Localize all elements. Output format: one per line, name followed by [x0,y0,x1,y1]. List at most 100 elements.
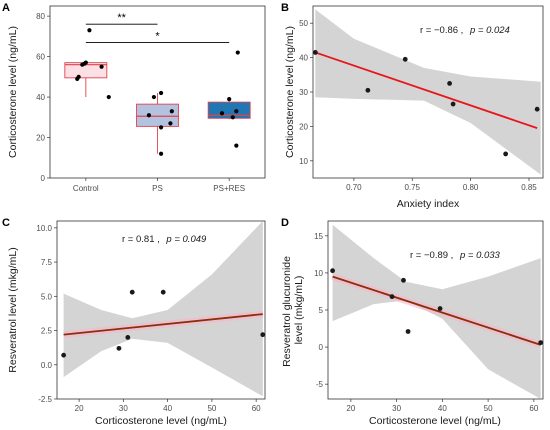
box-point [227,96,232,102]
panel-d-point [330,268,335,274]
panel-d-ytick-label: 10 [314,269,323,278]
panel-b-annotation: r = −0.86 , p = 0.024 [420,25,510,36]
significance-label: * [155,30,160,42]
panel-b-xtick-label: 0.75 [404,183,420,192]
panel-d-point [401,277,406,283]
panel-b-point [503,151,509,157]
panel-b-ytick-label: 30 [299,88,308,97]
panel-a-xtick-label: PS+RES [213,184,245,193]
box-point [234,143,239,148]
panel-a-ticks: 0 20 40 60 80 Control PS PS+RES [36,12,245,193]
panel-c-letter: C [2,217,10,229]
box-point [146,113,151,118]
panel-b-point [450,101,456,107]
panel-d-point [389,294,395,300]
panel-c-ytick-label: -2.5 [38,395,52,404]
panel-d-ytick-label: -5 [316,380,324,389]
panel-d-ytick-label: 15 [314,232,323,241]
box-point [168,121,173,126]
panel-a-xtick-label: PS [152,184,163,193]
box-point [83,60,88,65]
panel-c-xtick-label: 60 [252,404,261,413]
panel-b-confidence-band [315,9,541,175]
panel-d-r-value: r = −0.89 , [410,250,453,261]
panel-c-annotation: r = 0.81 , p = 0.049 [122,234,207,245]
panel-c-point [61,352,67,358]
panel-c-plot: 20 30 40 50 60 -2.5 0.0 2.5 5.0 7.5 10.0 [36,221,266,413]
panel-d-xlabel: Corticosterone level (ng/mL) [369,415,501,427]
panel-d-letter: D [281,217,289,229]
panel-a-boxes [64,28,251,156]
panel-c-xtick-label: 20 [75,404,84,413]
panel-b-ytick-label: 40 [299,54,308,63]
panel-d-ylabel-line2: level (mkg/mL) [293,276,305,345]
panel-d-point [405,329,411,334]
box-point [235,50,240,55]
panel-c-xtick-label: 40 [163,404,172,413]
panel-b-ytick-label: 10 [299,157,308,166]
panel-b-ytick-label: 50 [299,19,308,28]
box-point [158,151,164,156]
panel-d-plot: 20 30 40 50 60 -5 0 5 10 15 [314,224,544,413]
panel-b-point [312,50,318,55]
panel-b-letter: B [281,2,289,14]
box-point [158,125,164,130]
panel-a-xtick-label: Control [73,184,99,193]
panel-c-point [125,334,131,340]
panel-a-ytick-label: 0 [41,174,46,183]
panel-c-point [260,332,266,338]
panel-b-scatter: B 0.70 0.75 0.80 0.85 10 20 30 40 50 Anxiety ind… [281,2,544,210]
panel-a-ytick-label: 80 [36,12,45,21]
panel-b-xlabel: Anxiety index [397,198,460,210]
box-ps-res [207,101,251,119]
panel-c-xlabel: Corticosterone level (ng/mL) [95,415,227,427]
panel-c-confidence-band [63,221,263,397]
panel-d-fit-line [332,275,541,346]
panel-c-ytick-label: 7.5 [41,258,53,267]
panel-a-ylabel: Corticosterone level (ng/mL) [7,26,19,158]
panel-d-point [437,306,443,311]
box-point [87,28,92,33]
significance-label: ** [117,12,126,24]
panel-d-xtick-label: 20 [346,404,355,413]
panel-a-significance: *** [85,12,230,43]
panel-b-point [447,81,452,86]
panel-b-point [402,56,408,62]
panel-b-point [365,87,371,93]
box-ps [136,103,179,127]
panel-c-fit-line [63,313,263,336]
box-point [230,115,235,120]
panel-b-p-value: p = 0.024 [469,25,510,36]
panel-b-r-value: r = −0.86 , [420,25,463,36]
panel-d-xtick-label: 60 [529,404,538,413]
panel-c-xtick-label: 30 [119,404,128,413]
panel-b-ytick-label: 20 [299,122,308,131]
panel-d-p-value: p = 0.033 [459,250,501,261]
panel-d-xtick-label: 50 [484,404,493,413]
panel-c-p-value: p = 0.049 [165,234,207,245]
panel-b-xtick-label: 0.70 [346,183,362,192]
panel-c-point [129,289,135,295]
panel-c-xtick-label: 50 [207,404,216,413]
panel-d-xtick-label: 30 [392,404,401,413]
panel-b-point [534,106,540,112]
box-point [158,90,164,96]
box-point [151,94,157,100]
panel-d-scatter: D 20 30 40 50 60 -5 0 5 10 15 Corticosterone leve… [281,217,544,427]
panel-a-ytick-label: 40 [36,93,45,102]
panel-d-ytick-label: 0 [319,343,324,352]
panel-a-ytick-label: 60 [36,53,45,62]
box-point [99,64,104,69]
box-point [219,111,225,116]
box-point [106,94,111,100]
panel-d-annotation: r = −0.89 , p = 0.033 [410,250,501,261]
panel-c-ytick-label: 0.0 [41,361,53,370]
panel-b-xtick-label: 0.80 [463,183,479,192]
panel-b-ylabel: Corticosterone level (ng/mL) [284,26,296,158]
panel-c-point [160,289,166,295]
panel-b-fit-line [315,51,538,129]
panel-c-point [116,345,122,351]
panel-c-ytick-label: 5.0 [41,292,53,301]
